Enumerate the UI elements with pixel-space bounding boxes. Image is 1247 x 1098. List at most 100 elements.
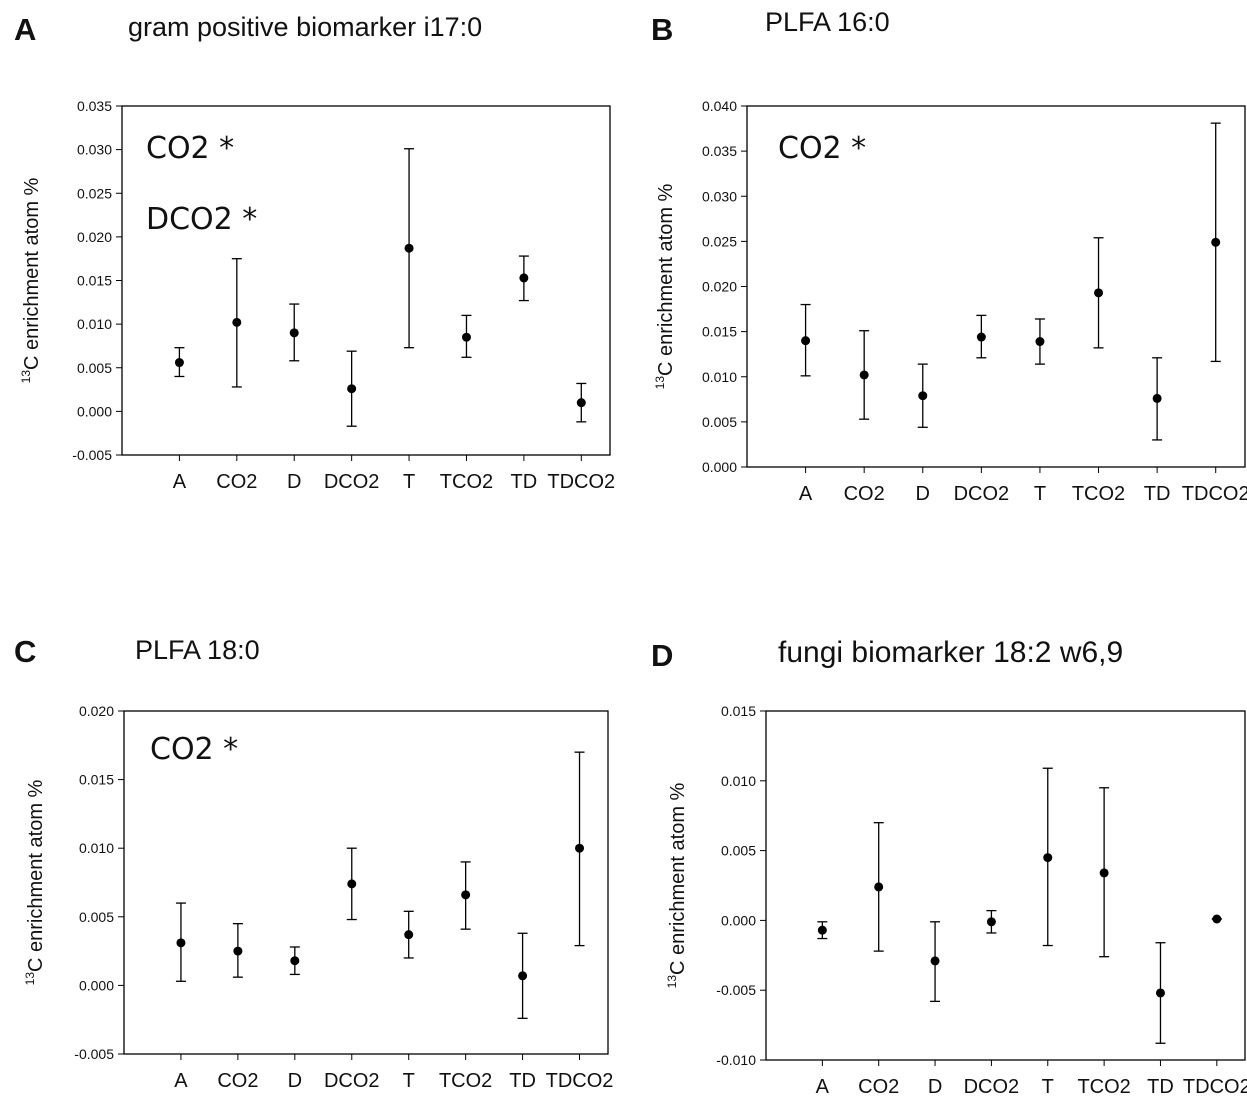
y-tick-label: 0.010 [79,840,114,856]
panel-letter: B [651,12,673,47]
data-point [1094,288,1104,298]
y-tick-label: 0.020 [79,703,114,719]
chart-title: fungi biomarker 18:2 w6,9 [778,636,1123,669]
y-tick-label: 0.010 [77,316,112,332]
x-tick-label: A [173,471,187,493]
y-axis-label-text: C enrichment atom % [21,177,43,370]
data-point [859,370,869,380]
x-tick-label: TCO2 [439,1070,492,1092]
data-point [176,938,186,948]
y-tick-label: 0.015 [702,324,737,340]
x-tick-label: D [928,1076,942,1098]
x-tick-label: TCO2 [1077,1076,1130,1098]
data-point [290,956,300,966]
x-tick-label: CO2 [217,1070,258,1092]
data-point [874,882,884,892]
x-tick-label: T [403,1070,415,1092]
y-tick-label: 0.040 [702,98,737,114]
x-tick-label: TDCO2 [1182,483,1247,505]
significance-annotation: CO2 * [150,732,238,767]
data-point [347,879,357,889]
y-tick-label: 0.030 [702,188,737,204]
x-tick-label: TCO2 [440,471,493,493]
data-point [233,946,243,956]
data-point [1043,853,1053,863]
y-tick-label: 0.000 [79,977,114,993]
significance-annotation: CO2 * [778,131,866,166]
y-tick-label: -0.010 [716,1052,756,1068]
x-tick-label: A [174,1070,188,1092]
x-tick-label: DCO2 [964,1076,1020,1098]
x-tick-label: T [403,471,415,493]
data-point [1155,988,1165,998]
y-axis-label: 13C enrichment atom % [23,779,47,985]
y-tick-label: -0.005 [716,982,756,998]
data-point [986,917,996,927]
plot-frame [123,710,609,1055]
data-point [930,956,940,966]
y-tick-label: 0.000 [702,459,737,475]
data-point [461,332,471,342]
x-tick-label: TD [509,1070,536,1092]
x-tick-label: CO2 [844,483,885,505]
significance-annotation: DCO2 * [146,202,257,237]
y-tick-label: 0.005 [77,360,112,376]
y-axis-label-superscript: 13 [665,975,679,989]
y-tick-label: 0.010 [721,773,756,789]
x-tick-label: TDCO2 [547,471,615,493]
y-tick-label: 0.005 [702,414,737,430]
x-tick-label: D [287,471,301,493]
chart-title: PLFA 16:0 [765,7,890,37]
x-tick-label: DCO2 [954,483,1010,505]
data-point [289,328,299,338]
data-point [519,273,529,283]
x-tick-label: TDCO2 [1183,1076,1247,1098]
data-point [347,384,357,394]
plot-frame [765,710,1246,1061]
x-tick-label: TD [1144,483,1171,505]
y-axis-label-superscript: 13 [653,376,667,390]
panel-letter: D [651,638,673,673]
chart-title: PLFA 18:0 [135,635,260,665]
chart-title: gram positive biomarker i17:0 [128,12,482,42]
panel-letter: C [14,634,36,669]
x-tick-label: DCO2 [324,1070,380,1092]
x-tick-label: A [816,1076,830,1098]
data-point [174,358,184,368]
chart-panel-c: C PLFA 18:0 -0.005 0.000 0.005 0.010 0.015 0.02… [14,634,613,1092]
y-axis-label: 13C enrichment atom % [665,782,689,988]
y-tick-label: 0.025 [702,233,737,249]
data-point [576,398,586,408]
data-point [404,930,414,940]
y-axis-label-text: C enrichment atom % [655,183,677,376]
significance-annotation: CO2 * [146,131,234,166]
x-tick-label: TDCO2 [546,1070,614,1092]
y-axis-label-text: C enrichment atom % [25,779,47,972]
y-tick-label: 0.005 [79,909,114,925]
y-tick-label: -0.005 [72,447,112,463]
x-tick-label: T [1034,483,1046,505]
data-point [801,336,811,346]
data-point [461,890,471,900]
y-tick-label: 0.000 [721,912,756,928]
y-tick-label: 0.010 [702,369,737,385]
x-tick-label: CO2 [858,1076,899,1098]
y-axis-label: 13C enrichment atom % [19,177,43,383]
y-tick-label: 0.015 [77,273,112,289]
x-tick-label: CO2 [216,471,257,493]
y-axis-label: 13C enrichment atom % [653,183,677,389]
panel-letter: A [14,12,36,47]
y-tick-label: 0.025 [77,185,112,201]
data-point [1035,337,1045,347]
y-tick-label: 0.035 [77,98,112,114]
y-axis-label-superscript: 13 [19,370,33,384]
data-point [1099,868,1109,878]
y-axis-label-text: C enrichment atom % [667,782,689,975]
y-tick-label: 0.000 [77,403,112,419]
data-point [1211,237,1221,247]
data-point [1152,393,1162,403]
data-point [976,332,986,342]
data-point [404,243,414,253]
